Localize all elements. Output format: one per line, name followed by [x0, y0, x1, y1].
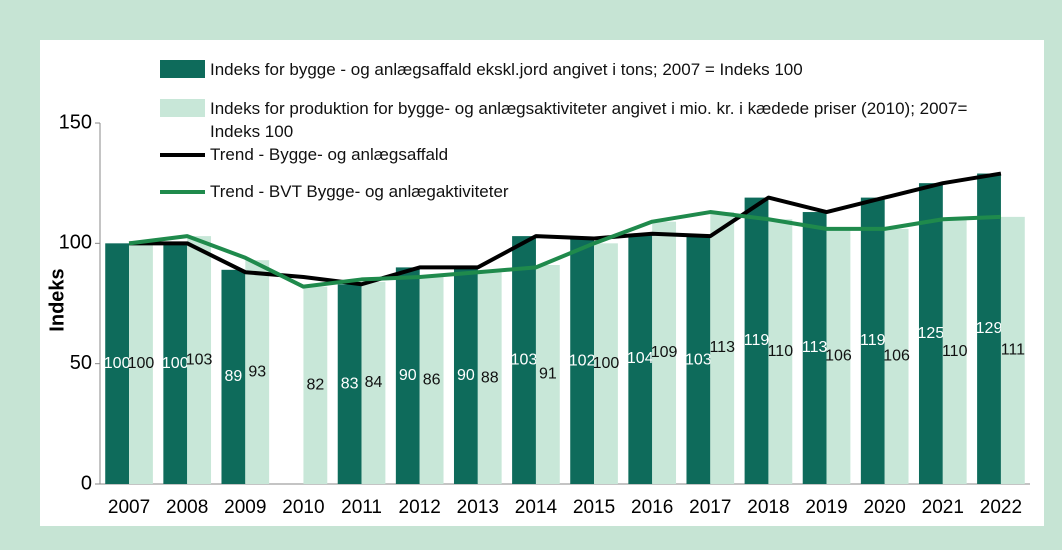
bar	[245, 260, 270, 484]
bar	[187, 236, 212, 484]
data-label: 93	[248, 363, 266, 380]
data-label: 106	[883, 348, 910, 365]
y-tick-label: 100	[59, 232, 92, 254]
x-tick-label: 2012	[399, 497, 441, 518]
x-tick-label: 2008	[166, 497, 208, 518]
y-tick-label: 150	[59, 111, 92, 133]
x-tick-label: 2007	[108, 497, 150, 518]
data-label: 103	[186, 351, 213, 368]
x-tick-label: 2009	[224, 497, 266, 518]
bar	[884, 228, 909, 484]
data-label: 86	[423, 372, 441, 389]
bar	[942, 219, 967, 484]
data-label: 104	[627, 350, 654, 367]
data-label: 110	[942, 343, 968, 360]
y-tick-label: 0	[81, 472, 92, 494]
y-axis-label: Indeks	[46, 268, 68, 331]
bar	[826, 228, 851, 484]
data-label: 113	[802, 339, 828, 356]
data-label: 113	[709, 339, 735, 356]
x-tick-label: 2018	[747, 497, 789, 518]
data-label: 100	[162, 355, 189, 372]
legend-label: Indeks for bygge - og anlægsaffald ekskl…	[210, 60, 803, 79]
bar	[594, 243, 618, 484]
data-label: 82	[306, 377, 324, 394]
data-label: 91	[539, 366, 557, 383]
trend-line	[128, 210, 1002, 289]
bar	[570, 238, 595, 484]
bar	[105, 243, 130, 484]
bar	[744, 197, 769, 484]
data-label: 100	[104, 355, 131, 372]
x-tick-label: 2014	[515, 497, 558, 518]
data-label: 109	[651, 344, 678, 361]
data-label: 90	[457, 367, 475, 384]
data-label: 83	[341, 375, 359, 392]
data-label: 119	[744, 332, 770, 349]
bar	[303, 286, 328, 484]
bar	[1000, 216, 1025, 485]
bar	[129, 243, 153, 484]
data-label: 89	[224, 368, 242, 385]
x-tick-label: 2019	[805, 497, 847, 518]
bar	[710, 212, 735, 484]
data-label: 90	[399, 367, 417, 384]
data-label: 100	[128, 355, 155, 372]
bar	[395, 267, 420, 484]
trend-line	[129, 171, 1002, 287]
legend-swatch	[160, 99, 205, 117]
x-tick-label: 2020	[864, 497, 906, 518]
data-label: 103	[685, 351, 712, 368]
bar	[535, 264, 560, 484]
data-label: 125	[918, 325, 945, 342]
x-tick-label: 2021	[922, 497, 964, 518]
data-label: 100	[593, 355, 620, 372]
bar	[686, 236, 711, 484]
bar	[652, 221, 677, 484]
x-tick-label: 2022	[980, 497, 1022, 518]
x-tick-label: 2010	[282, 497, 324, 518]
data-label: 84	[365, 374, 383, 391]
bar	[163, 243, 188, 484]
data-label: 103	[511, 351, 538, 368]
data-label: 119	[860, 332, 886, 349]
y-tick-label: 50	[70, 352, 92, 374]
bar	[477, 272, 502, 484]
legend-swatch	[160, 60, 205, 78]
legend-label: Indeks for produktion for bygge- og anlæ…	[210, 99, 968, 141]
bar	[512, 236, 536, 484]
legend-label: Trend - BVT Bygge- og anlægaktiviteter	[210, 182, 509, 201]
bar	[977, 173, 1001, 485]
data-label: 106	[825, 348, 852, 365]
bar	[768, 219, 793, 484]
bar	[337, 284, 362, 484]
bar	[361, 281, 386, 484]
data-label: 88	[481, 369, 499, 386]
data-label: 129	[976, 320, 1003, 337]
bar	[918, 183, 943, 484]
x-tick-label: 2017	[689, 497, 731, 518]
bar	[860, 197, 885, 484]
legend-label: Trend - Bygge- og anlægsaffald	[210, 145, 449, 164]
x-tick-label: 2015	[573, 497, 615, 518]
bar	[802, 212, 827, 484]
x-tick-label: 2016	[631, 497, 673, 518]
data-label: 111	[1001, 342, 1025, 359]
data-label: 102	[569, 352, 596, 369]
bar	[419, 277, 444, 484]
bar	[628, 233, 653, 484]
bar	[453, 267, 478, 484]
x-tick-label: 2011	[341, 497, 382, 518]
data-label: 110	[768, 343, 794, 360]
x-tick-label: 2013	[457, 497, 499, 518]
bar	[221, 269, 246, 484]
